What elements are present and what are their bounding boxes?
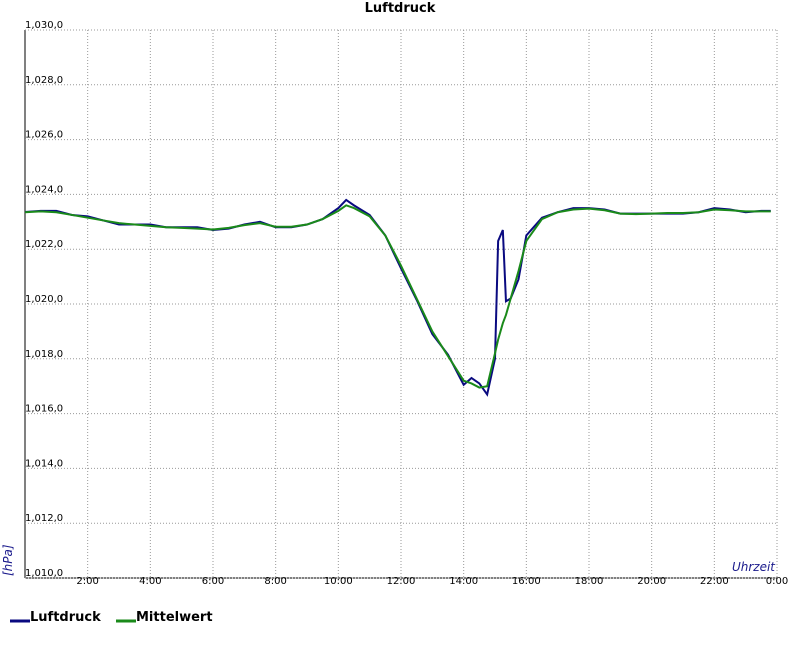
x-tick-label: 16:00 <box>512 576 541 587</box>
x-tick-label: 4:00 <box>139 576 161 587</box>
x-tick-label: 18:00 <box>575 576 604 587</box>
y-tick-label: 1,028,0 <box>25 75 63 86</box>
y-tick-label: 1,022,0 <box>25 239 63 250</box>
x-axis-label: Uhrzeit <box>732 560 776 574</box>
x-tick-label: 8:00 <box>264 576 286 587</box>
y-tick-label: 1,026,0 <box>25 130 63 141</box>
x-tick-label: 2:00 <box>76 576 98 587</box>
y-tick-label: 1,012,0 <box>25 513 63 524</box>
y-tick-label: 1,014,0 <box>25 458 63 469</box>
x-tick-label: 6:00 <box>202 576 224 587</box>
x-tick-label: 14:00 <box>449 576 478 587</box>
x-tick-label: 12:00 <box>387 576 416 587</box>
y-tick-label: 1,018,0 <box>25 349 63 360</box>
x-tick-label: 0:00 <box>766 576 788 587</box>
y-tick-label: 1,010,0 <box>25 568 63 579</box>
y-tick-label: 1,020,0 <box>25 294 63 305</box>
y-axis-label: [hPa] <box>1 544 15 576</box>
line-series <box>24 204 771 389</box>
x-tick-label: 20:00 <box>637 576 666 587</box>
y-tick-label: 1,016,0 <box>25 404 63 415</box>
x-tick-label: 10:00 <box>324 576 353 587</box>
legend-label: Mittelwert <box>136 610 213 625</box>
x-tick-label: 22:00 <box>700 576 729 587</box>
chart-title: Luftdruck <box>365 1 436 16</box>
legend-label: Luftdruck <box>30 610 101 625</box>
line-series <box>24 198 771 397</box>
y-tick-label: 1,024,0 <box>25 184 63 195</box>
y-tick-label: 1,030,0 <box>25 20 63 31</box>
